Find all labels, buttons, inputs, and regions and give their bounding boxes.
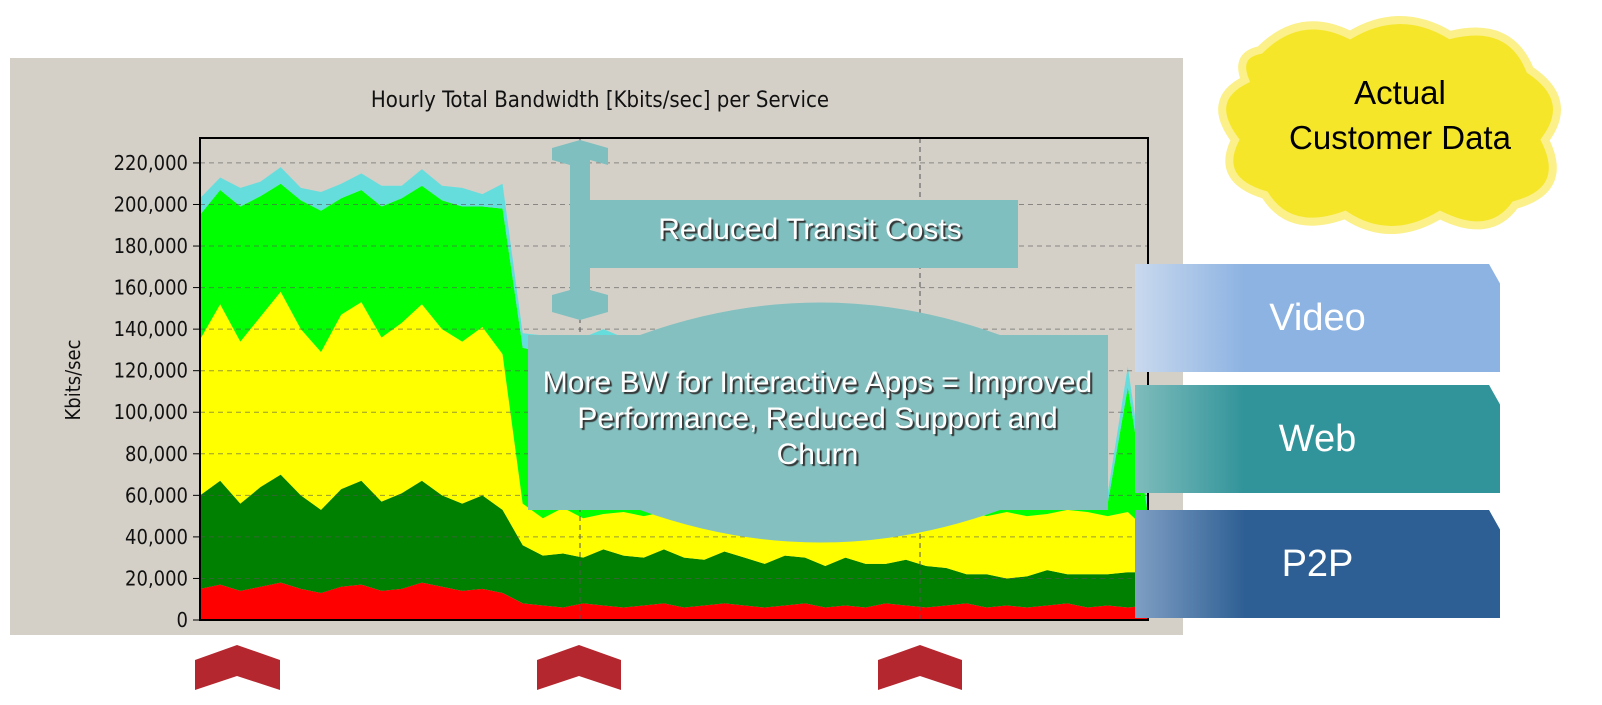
chevron <box>878 645 962 690</box>
tab-p2p: P2P <box>1135 510 1500 618</box>
y-tick-label: 80,000 <box>125 442 188 466</box>
area <box>200 291 1148 579</box>
y-tick-label: 120,000 <box>114 359 188 383</box>
y-tick-label: 180,000 <box>114 234 188 258</box>
y-tick-label: 60,000 <box>125 483 188 507</box>
y-tick-label: 100,000 <box>114 400 188 424</box>
transit-callout <box>552 140 1018 320</box>
cloud <box>1218 16 1561 234</box>
tab-video: Video <box>1135 264 1500 372</box>
interactive-callout <box>528 302 1108 543</box>
interactive-text: More BW for Interactive Apps = Improved … <box>542 366 1093 471</box>
tab-web: Web <box>1135 385 1500 493</box>
cloud-text: Actual Customer Data <box>1289 74 1511 156</box>
chevron <box>195 645 280 690</box>
plot-border <box>199 137 1149 621</box>
y-tick-label: 40,000 <box>125 525 188 549</box>
area <box>200 474 1148 608</box>
chevron <box>537 645 621 690</box>
chart-title: Hourly Total Bandwidth [Kbits/sec] per S… <box>371 88 829 113</box>
y-tick-label: 140,000 <box>114 317 188 341</box>
transit-text: Reduced Transit Costs <box>658 213 962 246</box>
y-tick-label: 20,000 <box>125 566 188 590</box>
y-tick-label: 160,000 <box>114 276 188 300</box>
y-axis-label: Kbits/sec <box>61 339 85 420</box>
y-tick-label: 220,000 <box>114 151 188 175</box>
y-tick-label: 0 <box>177 608 188 632</box>
area <box>200 582 1148 620</box>
y-tick-label: 200,000 <box>114 192 188 216</box>
